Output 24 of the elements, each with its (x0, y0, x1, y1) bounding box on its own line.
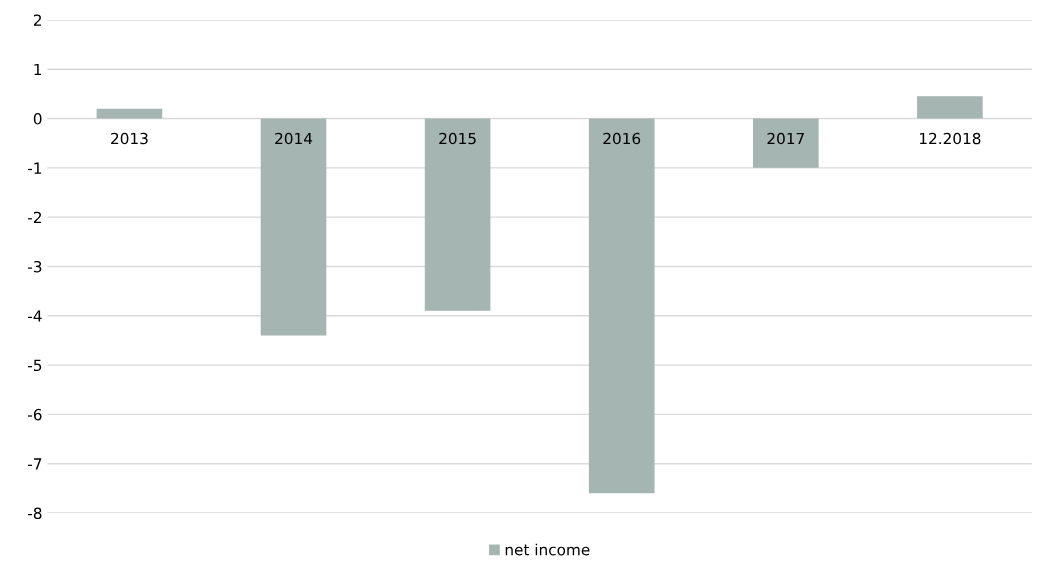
x-tick-label: 2016 (603, 132, 641, 145)
bar (588, 118, 655, 494)
x-tick-label: 2013 (111, 132, 148, 145)
y-tick-label: -3 (28, 260, 42, 273)
bar (260, 118, 327, 336)
y-tick-label: -2 (28, 211, 41, 223)
x-tick-label: 12.2018 (919, 132, 981, 145)
y-tick-label: -4 (28, 310, 42, 322)
y-tick-label: -8 (28, 507, 42, 520)
x-tick-label: 2014 (275, 132, 313, 145)
bar (917, 96, 983, 119)
y-tick-label: -5 (28, 359, 42, 372)
legend-label: net income (505, 543, 590, 556)
y-tick-label: 2 (33, 14, 41, 26)
y-tick-label: 0 (33, 113, 42, 125)
x-tick-label: 2017 (767, 132, 804, 145)
y-tick-label: 1 (34, 63, 42, 76)
bar (424, 118, 491, 311)
bar (96, 108, 163, 119)
y-tick-label: -7 (28, 458, 42, 470)
x-tick-label: 2015 (439, 132, 476, 145)
y-tick-label: -6 (28, 408, 42, 421)
y-tick-label: -1 (28, 162, 42, 174)
bar (752, 118, 819, 168)
